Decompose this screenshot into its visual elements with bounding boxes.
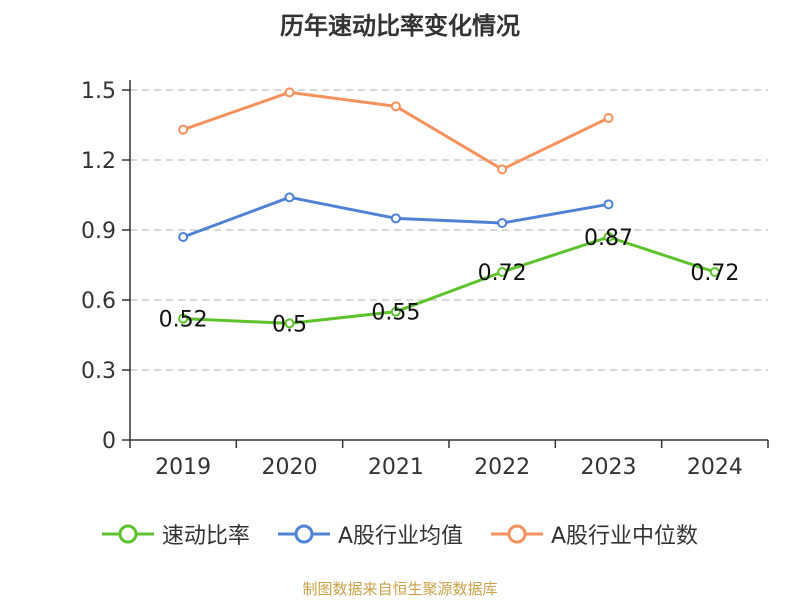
data-label: 0.72: [478, 261, 527, 286]
data-point: [709, 267, 720, 277]
data-point: [497, 164, 508, 175]
source-footer: 制图数据来自恒生聚源数据库: [302, 580, 498, 598]
data-point: [284, 318, 295, 329]
data-label: 0.5: [272, 312, 307, 337]
legend: 速动比率 A股行业均值 A股行业中位数: [0, 518, 800, 550]
y-tick-label: 0.6: [81, 289, 116, 314]
legend-item-industry-median[interactable]: A股行业中位数: [491, 518, 698, 550]
data-point: [603, 232, 614, 242]
y-tick-label: 1.2: [81, 149, 116, 174]
data-point: [390, 306, 401, 317]
chart-title: 历年速动比率变化情况: [280, 12, 520, 40]
legend-label-industry-mean: A股行业均值: [337, 524, 463, 549]
x-tick-label: 2021: [368, 455, 424, 480]
y-tick-label: 0: [102, 429, 116, 454]
y-tick-label: 0.9: [81, 219, 116, 244]
x-tick-label: 2020: [262, 455, 318, 480]
x-tick-label: 2024: [687, 455, 743, 480]
data-point: [178, 313, 189, 324]
data-label: 0.87: [584, 226, 633, 251]
legend-label-quick-ratio: 速动比率: [161, 524, 250, 549]
legend-item-industry-mean[interactable]: A股行业均值: [277, 518, 463, 550]
data-point: [284, 87, 295, 98]
data-point: [390, 101, 401, 112]
y-tick-label: 0.3: [81, 359, 116, 384]
x-tick-label: 2022: [474, 455, 530, 480]
y-tick-label: 1.5: [81, 79, 116, 104]
series-line-0: [183, 235, 716, 325]
legend-item-quick-ratio[interactable]: 速动比率: [101, 518, 250, 550]
data-point: [497, 218, 508, 228]
data-point: [390, 213, 401, 224]
data-point: [284, 192, 295, 203]
data-label: 0.52: [159, 308, 208, 333]
legend-label-industry-median: A股行业中位数: [551, 524, 699, 549]
legend-swatch-industry-mean-icon: [277, 524, 330, 544]
data-point: [603, 113, 614, 123]
x-tick-label: 2019: [155, 455, 211, 480]
legend-swatch-quick-ratio-icon: [101, 524, 154, 544]
data-point: [497, 267, 508, 277]
legend-swatch-industry-median-icon: [491, 524, 543, 544]
x-tick-label: 2023: [581, 455, 637, 480]
data-label: 0.72: [690, 261, 739, 286]
data-point: [178, 124, 189, 135]
data-point: [603, 199, 614, 210]
data-point: [178, 232, 189, 242]
data-label: 0.55: [371, 301, 420, 326]
